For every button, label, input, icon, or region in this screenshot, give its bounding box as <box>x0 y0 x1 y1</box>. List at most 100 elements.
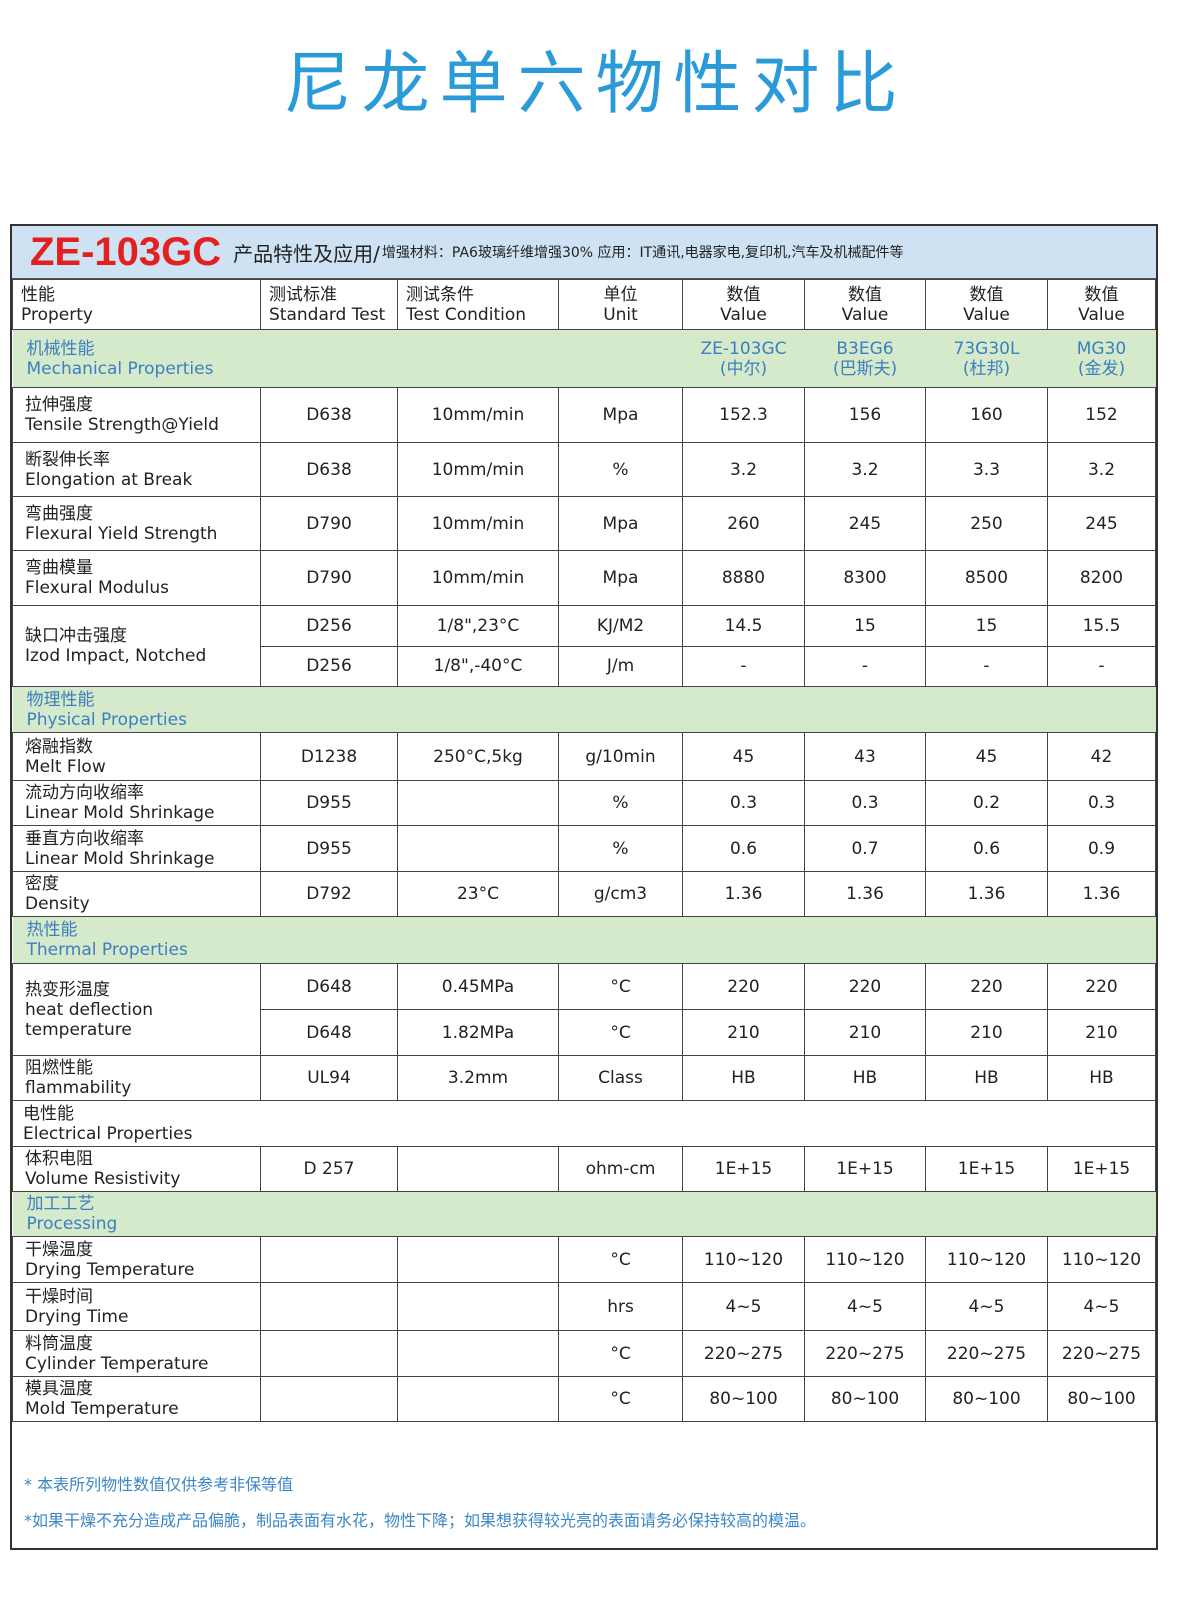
section-row: 加工工艺 Processing <box>12 1191 1156 1237</box>
table-row: 模具温度 Mold Temperature °C 80~100 80~100 80~100… <box>12 1376 1156 1422</box>
value-cell: 220 <box>925 963 1048 1010</box>
section-row: 热性能 Thermal Properties <box>12 916 1156 964</box>
value-cell-text: - <box>983 656 990 677</box>
value-cell-text: 210 <box>970 1022 1003 1043</box>
standard-test-text: D790 <box>306 513 352 534</box>
unit-text: ohm-cm <box>585 1159 656 1179</box>
standard-test-text: D638 <box>306 459 352 480</box>
value-cell: 4~5 <box>925 1282 1048 1331</box>
value-cell-text: 220 <box>727 976 760 997</box>
section-label-text: Processing <box>26 1214 118 1234</box>
property-name-text: heat deflection temperature <box>25 999 154 1040</box>
section-label-text: Physical Properties <box>26 709 187 730</box>
test-condition <box>397 825 559 872</box>
standard-test: D256 <box>260 645 398 687</box>
model-name-text: B3EG6 <box>836 338 894 359</box>
value-cell: 110~120 <box>925 1236 1048 1283</box>
section-label: 物理性能 Physical Properties <box>12 686 1156 733</box>
value-cell-text: 245 <box>848 513 882 534</box>
column-header-text: Value <box>1078 304 1125 325</box>
value-cell-text: 156 <box>848 405 882 425</box>
property-name-text: Linear Mold Shrinkage <box>25 848 215 869</box>
value-cell: 0.3 <box>682 780 805 826</box>
value-cell: 220 <box>682 963 805 1010</box>
section-label-text: 物理性能 <box>26 689 95 710</box>
value-cell: - <box>804 645 926 687</box>
value-cell-text: 3.2 <box>1087 459 1116 480</box>
value-cell-text: 0.3 <box>729 793 758 813</box>
unit-text: % <box>612 838 629 859</box>
property-name-text: 阻燃性能 <box>25 1058 93 1078</box>
standard-test: D648 <box>260 1009 398 1056</box>
section-label: 加工工艺 Processing <box>12 1191 1156 1237</box>
value-cell-text: 4~5 <box>968 1296 1005 1317</box>
test-condition-text: 23°C <box>456 884 499 904</box>
property-name: 热变形温度 heat deflection temperature <box>12 963 261 1056</box>
value-cell-text: 1E+15 <box>714 1159 773 1179</box>
value-cell-text: 42 <box>1090 746 1113 767</box>
value-cell: 0.3 <box>1047 780 1156 826</box>
value-cell: HB <box>1047 1055 1156 1101</box>
property-name: 干燥温度 Drying Temperature <box>12 1236 261 1283</box>
test-condition: 0.45MPa <box>397 963 559 1010</box>
property-name-text: 垂直方向收缩率 <box>25 828 144 849</box>
column-header-text: Test Condition <box>406 304 527 325</box>
property-name: 弯曲模量 Flexural Modulus <box>12 550 261 606</box>
property-name-text: Density <box>25 894 90 914</box>
table-row: 热变形温度 heat deflection temperature D648 0.45… <box>12 963 1156 1056</box>
property-name-text: 缺口冲击强度 <box>25 626 127 646</box>
test-condition: 10mm/min <box>397 496 559 551</box>
value-cell: 4~5 <box>1047 1282 1156 1331</box>
standard-test-text: D648 <box>306 976 352 997</box>
model-name: 73G30L (杜邦) <box>925 329 1048 388</box>
test-condition <box>397 1376 559 1422</box>
property-name: 料筒温度 Cylinder Temperature <box>12 1330 261 1377</box>
value-cell-text: 0.3 <box>851 793 879 813</box>
footnote: * 本表所列物性数值仅供参考非保等值 <box>24 1475 294 1494</box>
table-row: 断裂伸长率 Elongation at Break D638 10mm/min% 3.2… <box>12 442 1156 497</box>
column-header: 单位 Unit <box>558 279 683 330</box>
model-name: ZE-103GC (中尔) <box>682 329 805 388</box>
value-cell-text: 260 <box>727 513 760 534</box>
product-banner: ZE-103GC 产品特性及应用/ 增强材料：PA6玻璃纤维增强30% 应用：I… <box>12 226 1156 279</box>
table-row: 弯曲模量 Flexural Modulus D790 10mm/min Mpa 8880 8… <box>12 550 1156 606</box>
test-condition-text: 1.82MPa <box>441 1022 515 1043</box>
product-model: ZE-103GC <box>30 229 222 274</box>
model-name-text: (金发) <box>1077 358 1126 379</box>
property-name-text: Flexural Yield Strength <box>25 523 218 544</box>
standard-test <box>260 1330 398 1377</box>
value-cell: HB <box>682 1055 805 1101</box>
value-cell: 3.3 <box>925 442 1048 497</box>
section-row: 机械性能 Mechanical Properties ZE-103GC (中尔) B3E… <box>12 329 1156 388</box>
column-header-text: 单位 <box>603 284 638 305</box>
unit-text: % <box>612 793 629 813</box>
value-cell: 43 <box>804 732 926 781</box>
property-name: 体积电阻 Volume Resistivity <box>12 1146 261 1192</box>
value-cell: HB <box>804 1055 926 1101</box>
value-cell-text: - <box>740 656 747 677</box>
value-cell-text: 210 <box>848 1022 882 1043</box>
property-name: 熔融指数 Melt Flow <box>12 732 261 781</box>
property-name: 缺口冲击强度 Izod Impact, Notched <box>12 605 261 687</box>
standard-test: D256 <box>260 605 398 647</box>
value-cell: 156 <box>804 387 926 443</box>
value-cell: 250 <box>925 496 1048 551</box>
property-name-text: flammability <box>25 1078 132 1098</box>
section-label-text: Thermal Properties <box>26 940 188 960</box>
value-cell-text: 3.3 <box>972 459 1001 480</box>
test-condition-text: 10mm/min <box>431 459 525 480</box>
property-name-text: Cylinder Temperature <box>25 1353 209 1374</box>
standard-test-text: D 257 <box>303 1159 355 1179</box>
table-row: 垂直方向收缩率 Linear Mold Shrinkage D955% 0.6 0.7 0… <box>12 825 1156 872</box>
property-name: 拉伸强度 Tensile Strength@Yield <box>12 387 261 443</box>
table-row: 干燥时间 Drying Time hrs 4~5 4~5 4~5 4~5 <box>12 1282 1156 1331</box>
value-cell: 80~100 <box>1047 1376 1156 1422</box>
standard-test <box>260 1236 398 1283</box>
value-cell-text: 80~100 <box>830 1389 900 1409</box>
value-cell: 3.2 <box>804 442 926 497</box>
unit-text: °C <box>610 1249 631 1270</box>
unit: % <box>558 442 683 497</box>
test-condition: 1/8",-40°C <box>397 645 559 687</box>
column-header-text: Value <box>841 304 889 325</box>
value-cell: 15 <box>925 605 1048 647</box>
